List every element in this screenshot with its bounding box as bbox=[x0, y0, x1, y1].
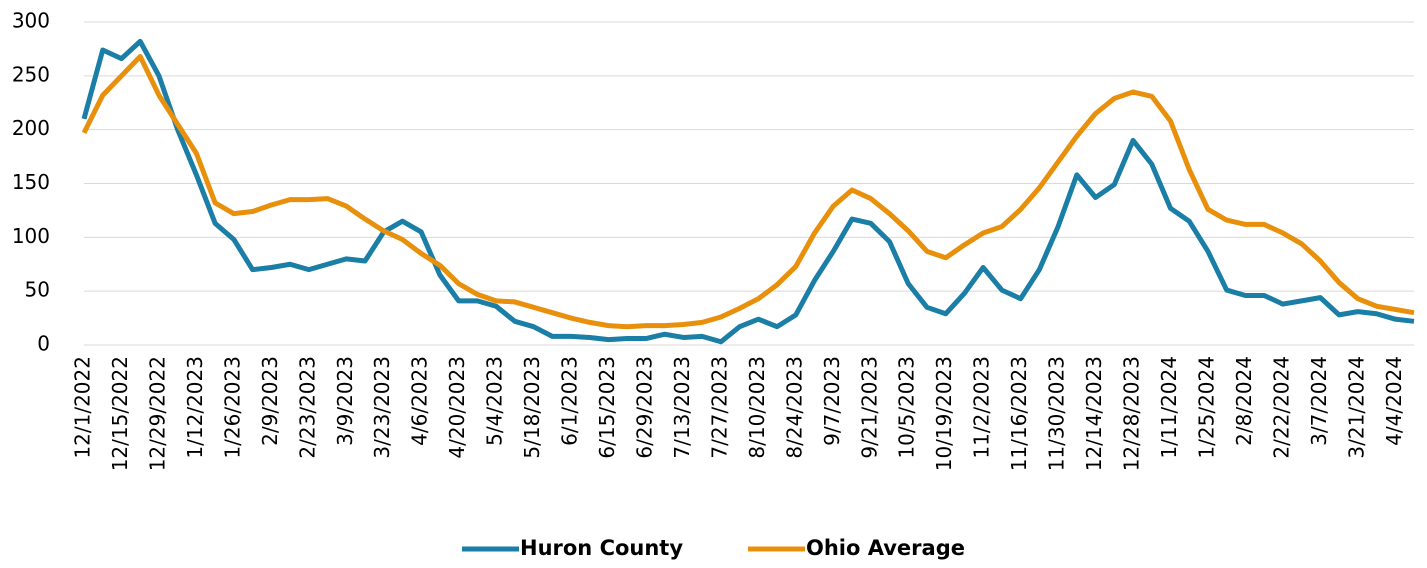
x-tick-label: 2/22/2024 bbox=[1269, 356, 1293, 459]
x-tick-label: 8/24/2023 bbox=[782, 356, 806, 459]
x-tick-label: 1/12/2023 bbox=[183, 356, 207, 459]
y-tick-label: 0 bbox=[37, 332, 50, 356]
y-tick-label: 150 bbox=[12, 170, 50, 194]
x-tick-label: 12/29/2022 bbox=[145, 356, 169, 471]
x-tick-label: 8/10/2023 bbox=[745, 356, 769, 459]
x-tick-label: 6/1/2023 bbox=[558, 356, 582, 446]
y-tick-label: 300 bbox=[12, 9, 50, 33]
x-tick-label: 2/9/2023 bbox=[258, 356, 282, 446]
y-tick-label: 50 bbox=[25, 278, 50, 302]
x-tick-label: 1/25/2024 bbox=[1194, 356, 1218, 459]
x-tick-label: 6/15/2023 bbox=[595, 356, 619, 459]
x-tick-label: 1/26/2023 bbox=[220, 356, 244, 459]
x-tick-label: 4/4/2024 bbox=[1382, 356, 1406, 446]
x-tick-label: 11/2/2023 bbox=[970, 356, 994, 459]
x-tick-label: 7/13/2023 bbox=[670, 356, 694, 459]
x-tick-label: 11/16/2023 bbox=[1007, 356, 1031, 471]
x-tick-label: 4/6/2023 bbox=[408, 356, 432, 446]
x-tick-label: 12/14/2023 bbox=[1082, 356, 1106, 471]
x-tick-label: 9/7/2023 bbox=[820, 356, 844, 446]
x-tick-label: 12/15/2022 bbox=[108, 356, 132, 471]
legend-label: Ohio Average bbox=[806, 536, 965, 560]
x-tick-label: 12/1/2022 bbox=[71, 356, 95, 459]
x-tick-label: 3/21/2024 bbox=[1344, 356, 1368, 459]
x-tick-label: 5/18/2023 bbox=[520, 356, 544, 459]
x-tick-label: 5/4/2023 bbox=[483, 356, 507, 446]
x-tick-label: 1/11/2024 bbox=[1157, 356, 1181, 459]
x-tick-label: 10/19/2023 bbox=[932, 356, 956, 471]
x-tick-label: 3/9/2023 bbox=[333, 356, 357, 446]
legend-label: Huron County bbox=[520, 536, 683, 560]
x-tick-label: 10/5/2023 bbox=[895, 356, 919, 459]
series-line bbox=[81, 53, 1415, 330]
x-tick-label: 6/29/2023 bbox=[632, 356, 656, 459]
y-tick-label: 100 bbox=[12, 224, 50, 248]
y-tick-label: 250 bbox=[12, 62, 50, 86]
x-tick-label: 2/8/2024 bbox=[1232, 356, 1256, 446]
x-tick-label: 3/7/2024 bbox=[1307, 356, 1331, 446]
x-tick-label: 9/21/2023 bbox=[857, 356, 881, 459]
x-tick-label: 7/27/2023 bbox=[707, 356, 731, 459]
y-tick-label: 200 bbox=[12, 116, 50, 140]
x-tick-label: 2/23/2023 bbox=[295, 356, 319, 459]
x-tick-label: 4/20/2023 bbox=[445, 356, 469, 459]
series-line bbox=[81, 38, 1415, 345]
x-tick-label: 3/23/2023 bbox=[370, 356, 394, 459]
x-tick-label: 11/30/2023 bbox=[1045, 356, 1069, 471]
x-tick-label: 12/28/2023 bbox=[1120, 356, 1144, 471]
